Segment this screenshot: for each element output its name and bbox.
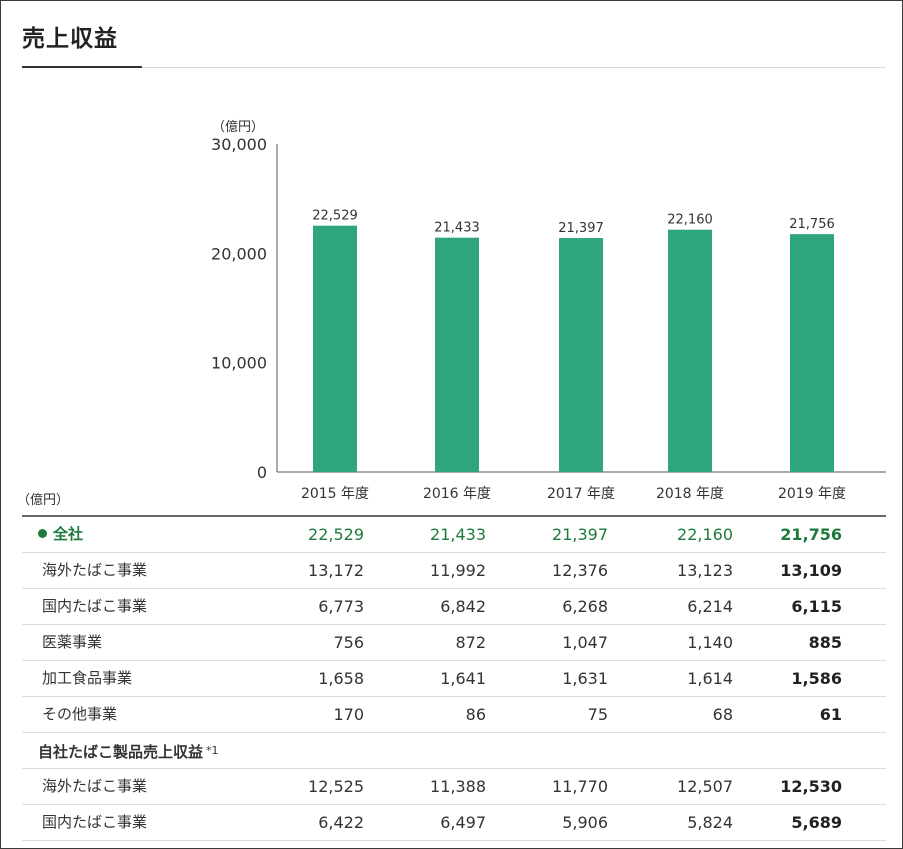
value-cell: 6,268 xyxy=(562,597,608,616)
table-row: 国内たばこ事業 6,773 6,842 6,268 6,214 6,115 xyxy=(22,589,886,625)
table-row: 海外たばこ事業 12,525 11,388 11,770 12,507 12,530 xyxy=(22,769,886,805)
table-row: 海外たばこ事業 13,172 11,992 12,376 13,123 13,109 xyxy=(22,553,886,589)
row-label-text: 全社 xyxy=(53,525,84,543)
y-tick-label: 20,000 xyxy=(211,244,267,263)
value-cell: 13,109 xyxy=(780,561,842,580)
value-cell: 6,115 xyxy=(791,597,842,616)
value-cell: 1,140 xyxy=(687,633,733,652)
value-cell: 21,397 xyxy=(552,525,608,544)
value-cell: 872 xyxy=(455,633,486,652)
value-cell: 170 xyxy=(333,705,364,724)
value-cell: 6,497 xyxy=(440,813,486,832)
row-label-text: その他事業 xyxy=(42,705,118,723)
revenue-table: 全社 22,529 21,433 21,397 22,160 21,756 海外たばこ事業 1… xyxy=(22,515,886,841)
value-cell: 12,525 xyxy=(308,777,364,796)
bar-2018 xyxy=(668,229,712,472)
bar-value-label: 22,160 xyxy=(667,213,713,228)
value-cell: 1,047 xyxy=(562,633,608,652)
bar-2015 xyxy=(313,225,357,472)
x-tick-label: 2015 年度 xyxy=(301,486,369,502)
row-label-text: 国内たばこ事業 xyxy=(42,813,148,831)
row-label: 加工食品事業 xyxy=(42,661,132,696)
value-cell: 11,388 xyxy=(430,777,486,796)
value-cell: 6,773 xyxy=(318,597,364,616)
value-cell: 12,376 xyxy=(552,561,608,580)
value-cell: 12,507 xyxy=(677,777,733,796)
bar-value-label: 22,529 xyxy=(312,209,358,224)
y-tick-label: 0 xyxy=(257,463,267,482)
value-cell: 61 xyxy=(819,705,842,724)
value-cell: 5,689 xyxy=(791,813,842,832)
row-label: 海外たばこ事業 xyxy=(42,769,147,804)
value-cell: 5,824 xyxy=(687,813,733,832)
row-label-text: 海外たばこ事業 xyxy=(42,561,148,579)
value-cell: 21,756 xyxy=(780,525,842,544)
table-top-rule xyxy=(22,515,886,517)
footnote-marker: *1 xyxy=(206,744,219,757)
row-label: 国内たばこ事業 xyxy=(42,805,147,840)
row-label: 医薬事業 xyxy=(42,625,102,660)
row-label-text: 医薬事業 xyxy=(42,633,103,651)
row-label-text: 自社たばこ製品売上収益 xyxy=(38,743,204,761)
row-label: 国内たばこ事業 xyxy=(42,589,147,624)
table-row: 国内たばこ事業 6,422 6,497 5,906 5,824 5,689 xyxy=(22,805,886,841)
row-label: 全社 xyxy=(38,517,83,552)
bullet-dot-icon xyxy=(38,529,47,538)
y-tick-label: 10,000 xyxy=(211,354,267,373)
value-cell: 1,631 xyxy=(562,669,608,688)
x-tick-label: 2017 年度 xyxy=(547,486,615,502)
bar-2016 xyxy=(435,237,479,472)
title-divider-accent xyxy=(22,66,142,68)
table-unit-label: （億円） xyxy=(17,493,70,508)
bar-value-label: 21,433 xyxy=(434,221,480,236)
value-cell: 6,842 xyxy=(440,597,486,616)
value-cell: 756 xyxy=(333,633,364,652)
table-row: その他事業 170 86 75 68 61 xyxy=(22,697,886,733)
value-cell: 6,422 xyxy=(318,813,364,832)
value-cell: 75 xyxy=(587,705,608,724)
value-cell: 1,614 xyxy=(687,669,733,688)
value-cell: 22,529 xyxy=(308,525,364,544)
bar-chart: 0 10,000 20,000 30,000 22,529 2015 年度 21,433 20… xyxy=(211,135,886,502)
row-label-text: 海外たばこ事業 xyxy=(42,777,148,795)
bar-2019 xyxy=(790,234,834,472)
bar-2017 xyxy=(559,238,603,472)
value-cell: 13,123 xyxy=(677,561,733,580)
value-cell: 22,160 xyxy=(677,525,733,544)
y-tick-label: 30,000 xyxy=(211,135,267,154)
row-label: その他事業 xyxy=(42,697,117,732)
chart-unit-label: （億円） xyxy=(212,120,265,135)
value-cell: 6,214 xyxy=(687,597,733,616)
page-title: 売上収益 xyxy=(22,26,118,52)
x-tick-label: 2018 年度 xyxy=(656,486,724,502)
table-row: 加工食品事業 1,658 1,641 1,631 1,614 1,586 xyxy=(22,661,886,697)
value-cell: 5,906 xyxy=(562,813,608,832)
value-cell: 1,658 xyxy=(318,669,364,688)
row-label-text: 国内たばこ事業 xyxy=(42,597,148,615)
value-cell: 11,770 xyxy=(552,777,608,796)
x-tick-label: 2019 年度 xyxy=(778,486,846,502)
bar-value-label: 21,397 xyxy=(558,221,604,236)
row-label: 海外たばこ事業 xyxy=(42,553,147,588)
table-row: 医薬事業 756 872 1,047 1,140 885 xyxy=(22,625,886,661)
value-cell: 13,172 xyxy=(308,561,364,580)
value-cell: 1,641 xyxy=(440,669,486,688)
value-cell: 1,586 xyxy=(791,669,842,688)
bar-value-label: 21,756 xyxy=(789,217,835,232)
title-divider xyxy=(22,67,886,68)
value-cell: 86 xyxy=(465,705,486,724)
row-label-text: 加工食品事業 xyxy=(42,669,133,687)
value-cell: 21,433 xyxy=(430,525,486,544)
x-tick-label: 2016 年度 xyxy=(423,486,491,502)
row-label: 自社たばこ製品売上収益 *1 xyxy=(38,733,219,768)
value-cell: 68 xyxy=(712,705,733,724)
value-cell: 885 xyxy=(808,633,842,652)
table-row: 自社たばこ製品売上収益 *1 xyxy=(22,733,886,769)
table-row: 全社 22,529 21,433 21,397 22,160 21,756 xyxy=(22,517,886,553)
value-cell: 11,992 xyxy=(430,561,486,580)
value-cell: 12,530 xyxy=(780,777,842,796)
